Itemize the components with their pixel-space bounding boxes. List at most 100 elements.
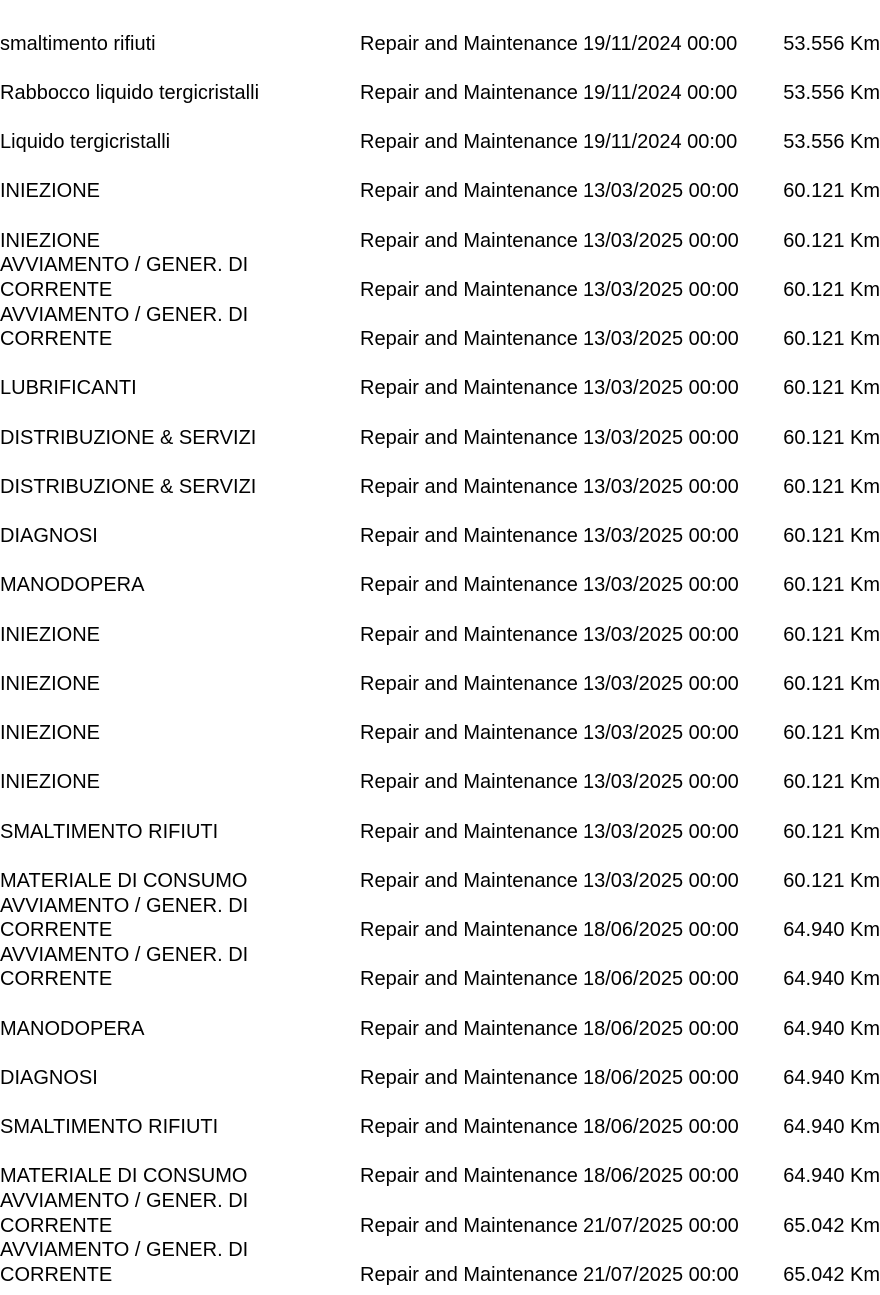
row-odometer: 60.121 Km bbox=[783, 328, 880, 351]
row-category: Repair and Maintenance bbox=[360, 869, 578, 892]
row-category: Repair and Maintenance bbox=[360, 81, 578, 104]
table-row: AVVIAMENTO / GENER. DI CORRENTE Repair a… bbox=[0, 943, 880, 992]
row-category: Repair and Maintenance bbox=[360, 1263, 578, 1286]
row-odometer: 65.042 Km bbox=[783, 1214, 880, 1237]
row-odometer: 60.121 Km bbox=[783, 475, 880, 498]
row-category: Repair and Maintenance bbox=[360, 1017, 578, 1040]
row-category: Repair and Maintenance bbox=[360, 1066, 578, 1089]
row-description: AVVIAMENTO / GENER. DI CORRENTE bbox=[0, 1239, 249, 1286]
table-row: INIEZIONE Repair and Maintenance 13/03/2… bbox=[0, 155, 880, 204]
row-category: Repair and Maintenance bbox=[360, 623, 578, 646]
row-description: INIEZIONE bbox=[0, 623, 101, 646]
maintenance-table-body: smaltimento rifiuti Repair and Maintenan… bbox=[0, 7, 880, 1288]
row-odometer: 60.121 Km bbox=[783, 771, 880, 794]
row-odometer: 53.556 Km bbox=[783, 131, 880, 154]
table-row: INIEZIONE Repair and Maintenance 13/03/2… bbox=[0, 697, 880, 746]
row-category: Repair and Maintenance bbox=[360, 377, 578, 400]
row-description: DIAGNOSI bbox=[0, 1066, 98, 1089]
row-category: Repair and Maintenance bbox=[360, 278, 578, 301]
row-description: INIEZIONE bbox=[0, 722, 101, 745]
row-category: Repair and Maintenance bbox=[360, 574, 578, 597]
row-description: DISTRIBUZIONE & SERVIZI bbox=[0, 475, 257, 498]
table-row: DIAGNOSI Repair and Maintenance 18/06/20… bbox=[0, 1041, 880, 1090]
table-row: AVVIAMENTO / GENER. DI CORRENTE Repair a… bbox=[0, 1189, 880, 1238]
table-row: DIAGNOSI Repair and Maintenance 13/03/20… bbox=[0, 500, 880, 549]
row-odometer: 64.940 Km bbox=[783, 1165, 880, 1188]
row-date: 18/06/2025 00:00 bbox=[583, 1066, 739, 1089]
row-description: INIEZIONE bbox=[0, 180, 101, 203]
row-date: 13/03/2025 00:00 bbox=[583, 475, 739, 498]
row-odometer: 60.121 Km bbox=[783, 426, 880, 449]
row-description: smaltimento rifiuti bbox=[0, 32, 156, 55]
row-description: SMALTIMENTO RIFIUTI bbox=[0, 1116, 219, 1139]
row-odometer: 60.121 Km bbox=[783, 672, 880, 695]
row-date: 13/03/2025 00:00 bbox=[583, 574, 739, 597]
row-description: INIEZIONE bbox=[0, 672, 101, 695]
row-category: Repair and Maintenance bbox=[360, 820, 578, 843]
row-odometer: 60.121 Km bbox=[783, 722, 880, 745]
row-description: DISTRIBUZIONE & SERVIZI bbox=[0, 426, 257, 449]
row-odometer: 60.121 Km bbox=[783, 574, 880, 597]
row-description: MATERIALE DI CONSUMO bbox=[0, 1165, 248, 1188]
row-description: LUBRIFICANTI bbox=[0, 377, 137, 400]
row-category: Repair and Maintenance bbox=[360, 722, 578, 745]
table-row: INIEZIONE Repair and Maintenance 13/03/2… bbox=[0, 647, 880, 696]
table-row: LUBRIFICANTI Repair and Maintenance 13/0… bbox=[0, 352, 880, 401]
row-odometer: 60.121 Km bbox=[783, 820, 880, 843]
row-category: Repair and Maintenance bbox=[360, 1116, 578, 1139]
row-date: 13/03/2025 00:00 bbox=[583, 525, 739, 548]
table-row: SMALTIMENTO RIFIUTI Repair and Maintenan… bbox=[0, 795, 880, 844]
row-category: Repair and Maintenance bbox=[360, 1214, 578, 1237]
row-odometer: 53.556 Km bbox=[783, 32, 880, 55]
row-description: MANODOPERA bbox=[0, 574, 145, 597]
table-row: INIEZIONE Repair and Maintenance 13/03/2… bbox=[0, 598, 880, 647]
table-row: DISTRIBUZIONE & SERVIZI Repair and Maint… bbox=[0, 401, 880, 450]
row-odometer: 53.556 Km bbox=[783, 81, 880, 104]
row-category: Repair and Maintenance bbox=[360, 968, 578, 991]
row-date: 19/11/2024 00:00 bbox=[583, 81, 738, 104]
table-row: SMALTIMENTO RIFIUTI Repair and Maintenan… bbox=[0, 1091, 880, 1140]
row-date: 13/03/2025 00:00 bbox=[583, 278, 739, 301]
row-odometer: 60.121 Km bbox=[783, 869, 880, 892]
row-odometer: 60.121 Km bbox=[783, 623, 880, 646]
row-odometer: 60.121 Km bbox=[783, 278, 880, 301]
row-date: 13/03/2025 00:00 bbox=[583, 328, 739, 351]
row-odometer: 60.121 Km bbox=[783, 229, 880, 252]
row-description: DIAGNOSI bbox=[0, 525, 98, 548]
row-date: 13/03/2025 00:00 bbox=[583, 771, 739, 794]
row-description: AVVIAMENTO / GENER. DI CORRENTE bbox=[0, 254, 249, 301]
row-odometer: 64.940 Km bbox=[783, 1066, 880, 1089]
table-row: AVVIAMENTO / GENER. DI CORRENTE Repair a… bbox=[0, 894, 880, 943]
row-description: AVVIAMENTO / GENER. DI CORRENTE bbox=[0, 1190, 249, 1237]
row-description: INIEZIONE bbox=[0, 771, 101, 794]
row-description: AVVIAMENTO / GENER. DI CORRENTE bbox=[0, 303, 249, 351]
row-category: Repair and Maintenance bbox=[360, 672, 578, 695]
row-category: Repair and Maintenance bbox=[360, 131, 578, 154]
row-date: 19/11/2024 00:00 bbox=[583, 32, 738, 55]
table-row: AVVIAMENTO / GENER. DI CORRENTE Repair a… bbox=[0, 303, 880, 352]
row-date: 13/03/2025 00:00 bbox=[583, 869, 739, 892]
row-category: Repair and Maintenance bbox=[360, 180, 578, 203]
row-date: 13/03/2025 00:00 bbox=[583, 820, 739, 843]
table-row: Liquido tergicristalli Repair and Mainte… bbox=[0, 106, 880, 155]
row-date: 18/06/2025 00:00 bbox=[583, 968, 739, 991]
row-category: Repair and Maintenance bbox=[360, 771, 578, 794]
table-row: INIEZIONE Repair and Maintenance 13/03/2… bbox=[0, 746, 880, 795]
row-date: 13/03/2025 00:00 bbox=[583, 229, 739, 252]
table-row: Rabbocco liquido tergicristalli Repair a… bbox=[0, 56, 880, 105]
table-row: MATERIALE DI CONSUMO Repair and Maintena… bbox=[0, 1140, 880, 1189]
row-date: 21/07/2025 00:00 bbox=[583, 1263, 739, 1286]
row-description: MATERIALE DI CONSUMO bbox=[0, 869, 248, 892]
row-odometer: 60.121 Km bbox=[783, 180, 880, 203]
row-description: Liquido tergicristalli bbox=[0, 131, 171, 154]
maintenance-table: smaltimento rifiuti Repair and Maintenan… bbox=[0, 7, 880, 1288]
row-date: 18/06/2025 00:00 bbox=[583, 1017, 739, 1040]
row-category: Repair and Maintenance bbox=[360, 328, 578, 351]
row-description: SMALTIMENTO RIFIUTI bbox=[0, 820, 219, 843]
table-row: AVVIAMENTO / GENER. DI CORRENTE Repair a… bbox=[0, 253, 880, 302]
row-odometer: 64.940 Km bbox=[783, 1116, 880, 1139]
row-odometer: 64.940 Km bbox=[783, 968, 880, 991]
table-row: MATERIALE DI CONSUMO Repair and Maintena… bbox=[0, 844, 880, 893]
row-odometer: 64.940 Km bbox=[783, 1017, 880, 1040]
